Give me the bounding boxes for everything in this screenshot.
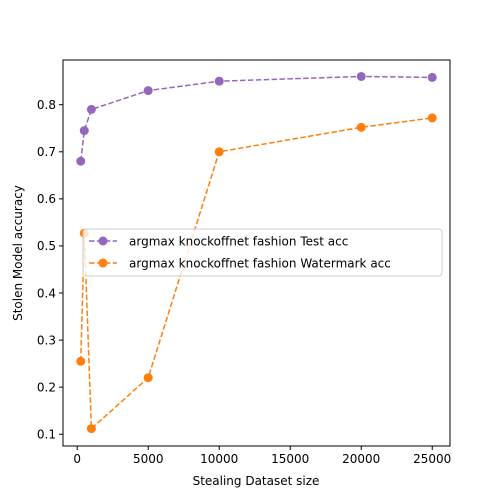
x-axis-label: Stealing Dataset size (193, 474, 320, 488)
data-point-argmax-knockoffnet-fashion-watermark-acc (356, 122, 366, 132)
plot-frame (62, 59, 451, 447)
data-point-argmax-knockoffnet-fashion-watermark-acc (76, 356, 86, 366)
y-tick-label: 0.3 (37, 333, 56, 347)
y-tick-label: 0.4 (37, 286, 56, 300)
legend-label-watermark-acc: argmax knockoffnet fashion Watermark acc (129, 257, 391, 271)
y-axis-label: Stolen Model accuracy (11, 185, 25, 321)
data-point-argmax-knockoffnet-fashion-watermark-acc (143, 373, 153, 383)
legend-marker-watermark-acc (98, 258, 108, 268)
data-point-argmax-knockoffnet-fashion-test-acc (427, 72, 437, 82)
y-tick-label: 0.7 (37, 145, 56, 159)
data-point-argmax-knockoffnet-fashion-test-acc (79, 126, 89, 136)
data-point-argmax-knockoffnet-fashion-test-acc (356, 71, 366, 81)
legend-box (82, 228, 443, 277)
y-axis: 0.1 0.2 0.3 0.4 0.5 0.6 0.7 0.8 (37, 98, 63, 442)
x-axis: 0 5000 10000 15000 20000 25000 (73, 446, 451, 466)
data-point-argmax-knockoffnet-fashion-watermark-acc (427, 113, 437, 123)
y-tick-label: 0.8 (37, 98, 56, 112)
y-tick-label: 0.5 (37, 239, 56, 253)
data-point-argmax-knockoffnet-fashion-watermark-acc (214, 147, 224, 157)
data-point-argmax-knockoffnet-fashion-watermark-acc (86, 424, 96, 434)
x-tick-label: 25000 (413, 452, 451, 466)
legend-label-test-acc: argmax knockoffnet fashion Test acc (129, 235, 348, 249)
x-tick-label: 10000 (200, 452, 238, 466)
x-tick-label: 15000 (271, 452, 309, 466)
x-tick-label: 0 (73, 452, 81, 466)
x-tick-label: 5000 (133, 452, 164, 466)
y-tick-label: 0.2 (37, 380, 56, 394)
data-point-argmax-knockoffnet-fashion-test-acc (86, 104, 96, 114)
data-point-argmax-knockoffnet-fashion-test-acc (143, 86, 153, 96)
y-tick-label: 0.1 (37, 428, 56, 442)
data-point-argmax-knockoffnet-fashion-test-acc (214, 76, 224, 86)
data-point-argmax-knockoffnet-fashion-test-acc (76, 156, 86, 166)
legend: argmax knockoffnet fashion Test acc argm… (82, 228, 443, 277)
legend-marker-test-acc (98, 236, 108, 246)
y-tick-label: 0.6 (37, 192, 56, 206)
x-tick-label: 20000 (342, 452, 380, 466)
